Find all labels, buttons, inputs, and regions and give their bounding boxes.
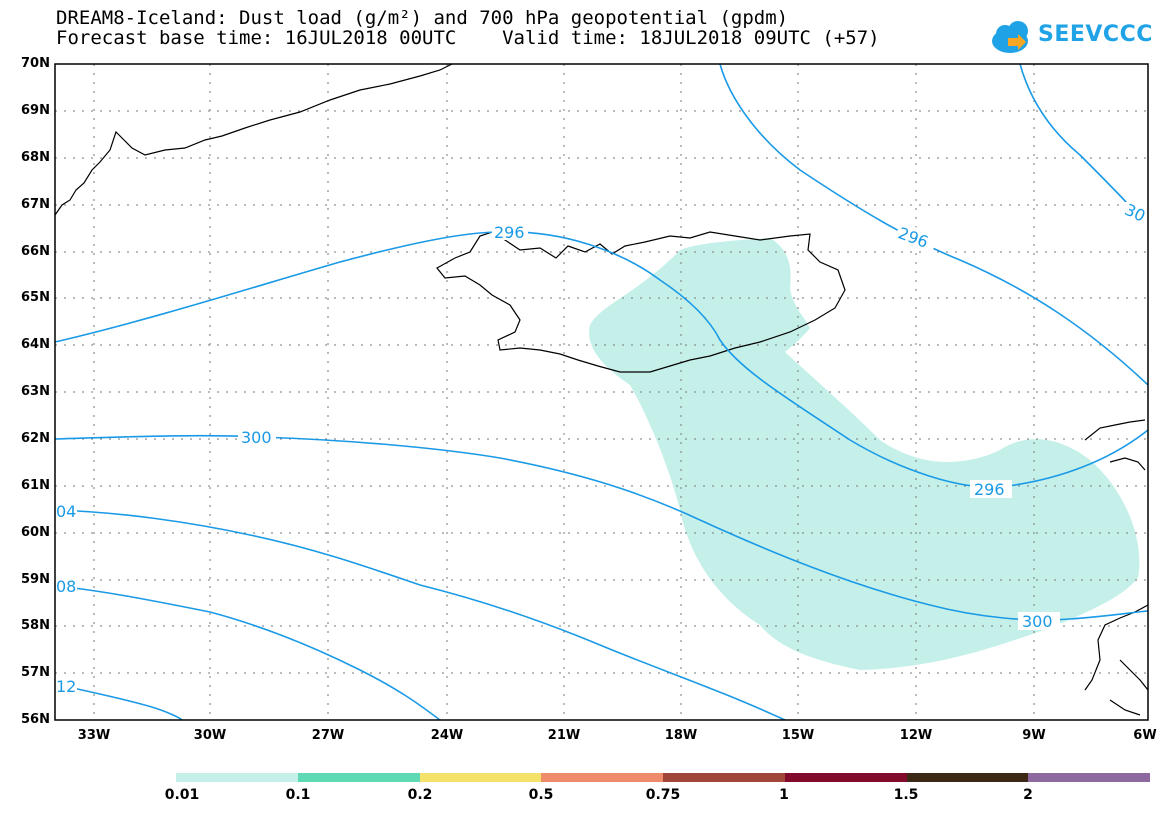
colorbar-segment (784, 773, 907, 782)
lat-label-69n: 69N (21, 103, 50, 118)
contour-304 (54, 509, 786, 721)
contour-label: 296 (494, 223, 525, 242)
colorbar-label: 2 (1023, 787, 1033, 803)
lon-label-12w: 12W (899, 728, 933, 743)
logo-text: SEEVCCC (1038, 22, 1153, 47)
colorbar-segment (419, 773, 542, 782)
colorbar (176, 773, 1150, 782)
lon-label-33w: 33W (77, 728, 111, 743)
lon-label-18w: 18W (664, 728, 698, 743)
lon-label-27w: 27W (311, 728, 345, 743)
colorbar-label: 0.5 (528, 787, 554, 803)
contour-308 (54, 585, 441, 721)
lat-label-62n: 62N (21, 431, 50, 446)
lat-label-56n: 56N (21, 712, 50, 727)
map-title-line1: DREAM8-Iceland: Dust load (g/m²) and 700… (56, 7, 789, 29)
graticule (55, 64, 1148, 720)
contour-label: 300 (241, 428, 272, 447)
lon-label-15w: 15W (781, 728, 815, 743)
lon-label-30w: 30W (193, 728, 227, 743)
lon-label-24w: 24W (430, 728, 464, 743)
colorbar-label: 1.5 (893, 787, 919, 803)
lat-label-70n: 70N (21, 56, 50, 71)
contour-label: 300 (1022, 612, 1053, 631)
lat-label-65n: 65N (21, 290, 50, 305)
cloud-arrow-icon (992, 21, 1028, 53)
colorbar-label: 1 (779, 787, 789, 803)
coastlines (54, 63, 1149, 716)
lon-label-21w: 21W (547, 728, 581, 743)
colorbar-segment (906, 773, 1029, 782)
map-title-line2: Forecast base time: 16JUL2018 00UTC Vali… (56, 27, 880, 49)
colorbar-label: 0.01 (164, 787, 200, 803)
lat-label-61n: 61N (21, 478, 50, 493)
lat-label-58n: 58N (21, 618, 50, 633)
lon-label-9w: 9W (1022, 728, 1046, 743)
colorbar-segment (541, 773, 663, 782)
colorbar-label: 0.75 (645, 787, 681, 803)
colorbar-segment (663, 773, 785, 782)
lon-label-6w: 6W (1133, 728, 1157, 743)
lat-label-60n: 60N (21, 525, 50, 540)
contour-label: 08 (56, 577, 76, 596)
contour-label: 296 (896, 223, 931, 251)
lat-label-57n: 57N (21, 665, 50, 680)
contour-label: 296 (974, 480, 1005, 499)
colorbar-label: 0.2 (407, 787, 433, 803)
iceland-coast (436, 231, 846, 373)
lat-label-68n: 68N (21, 150, 50, 165)
faroe-shetland-coast (1084, 419, 1149, 716)
lat-label-66n: 66N (21, 244, 50, 259)
contour-label-group: 296 296 30 300 296 04 08 300 12 (55, 200, 1148, 696)
colorbar-segment (176, 773, 298, 782)
colorbar-segment (1028, 773, 1150, 782)
contour-312 (54, 683, 183, 721)
lat-label-59n: 59N (21, 572, 50, 587)
contour-label: 12 (56, 677, 76, 696)
contour-label: 04 (56, 502, 76, 521)
seevccc-logo (992, 21, 1028, 53)
lat-label-63n: 63N (21, 384, 50, 399)
lat-label-67n: 67N (21, 197, 50, 212)
colorbar-label: 0.1 (285, 787, 311, 803)
dust-area (589, 238, 1140, 670)
contour-300-north (1019, 63, 1136, 213)
greenland-coast (54, 63, 453, 216)
map-frame (54, 63, 1149, 721)
colorbar-segment (297, 773, 420, 782)
lat-label-64n: 64N (21, 337, 50, 352)
